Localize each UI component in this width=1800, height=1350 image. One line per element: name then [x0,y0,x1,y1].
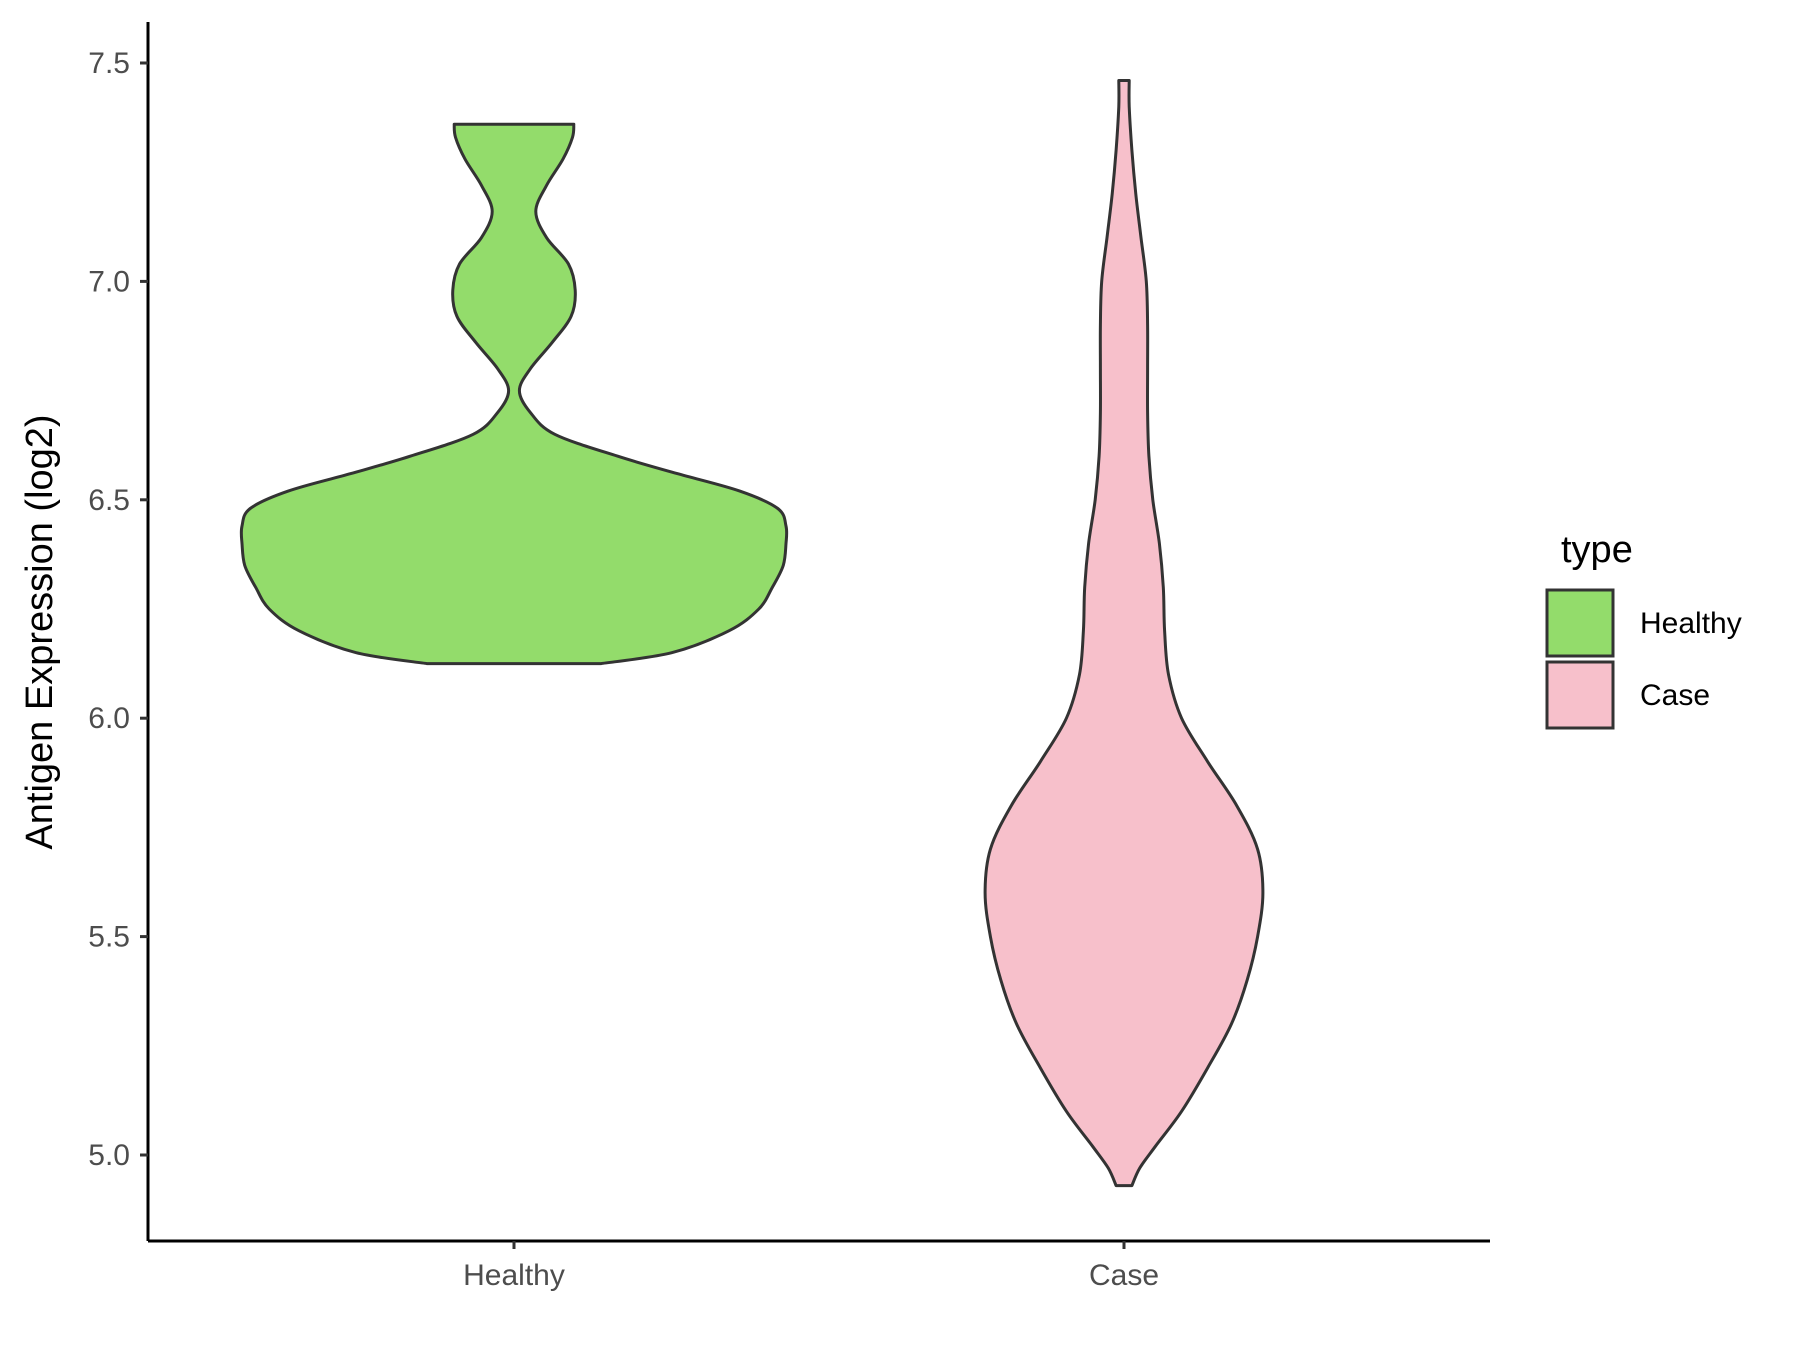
violins-layer [239,79,1265,1188]
legend: type Healthy Case [1545,529,1742,730]
x-ticks: Healthy Case [463,1241,1159,1292]
y-ticks: 5.0 5.5 6.0 6.5 7.0 7.5 [88,47,148,1172]
y-tick-label-1: 5.5 [88,921,130,954]
legend-key-case [1545,660,1615,730]
x-tick-label-0: Healthy [463,1259,565,1292]
x-tick-label-1: Case [1089,1259,1159,1292]
legend-label-case: Case [1640,679,1710,712]
y-tick-label-3: 6.5 [88,484,130,517]
violin-case [983,79,1265,1188]
legend-key-healthy [1545,588,1615,658]
y-tick-label-2: 6.0 [88,702,130,735]
y-tick-label-5: 7.5 [88,47,130,80]
legend-title: type [1561,529,1633,571]
y-tick-label-4: 7.0 [88,265,130,298]
violin-healthy [239,122,789,666]
legend-label-healthy: Healthy [1640,607,1742,640]
y-tick-label-0: 5.0 [88,1139,130,1172]
y-axis-title: Antigen Expression (log2) [19,414,61,849]
